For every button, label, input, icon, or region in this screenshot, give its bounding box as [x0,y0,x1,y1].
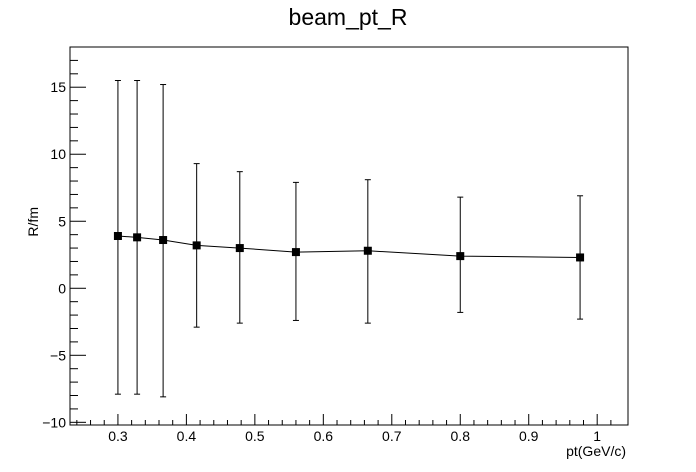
data-point [235,244,244,253]
data-point [576,253,585,262]
y-tick-label: 10 [50,146,66,162]
series-layer [113,80,585,398]
y-tick-label: 0 [58,280,66,296]
y-tick-label: 5 [58,213,66,229]
series-line [117,235,581,258]
data-point [192,241,201,250]
x-axis: 0.3 0.4 0.5 0.6 0.7 0.8 0.9 1 [76,414,612,444]
x-tick-label: 0.6 [314,428,334,444]
y-axis-label: R/fm [25,207,41,237]
y-tick-label: −10 [42,414,66,430]
x-tick-label: 0.4 [177,428,197,444]
y-axis: −10 −5 0 5 10 15 [42,59,86,430]
y-tick-label: 15 [50,79,66,95]
x-tick-label: 0.3 [108,428,128,444]
data-point [133,233,142,242]
x-tick-label: 0.8 [451,428,471,444]
data-point [363,246,372,255]
x-tick-label: 0.7 [382,428,402,444]
chart-title: beam_pt_R [289,4,408,30]
data-point [456,252,465,261]
x-axis-label: pt(GeV/c) [566,443,626,459]
x-tick-label: 0.9 [519,428,539,444]
x-tick-label: 0.5 [245,428,265,444]
plot-frame [69,46,629,426]
data-point [291,248,300,257]
y-tick-label: −5 [50,347,66,363]
x-tick-label: 1 [593,428,601,444]
data-point [113,232,122,240]
data-point [159,236,168,245]
